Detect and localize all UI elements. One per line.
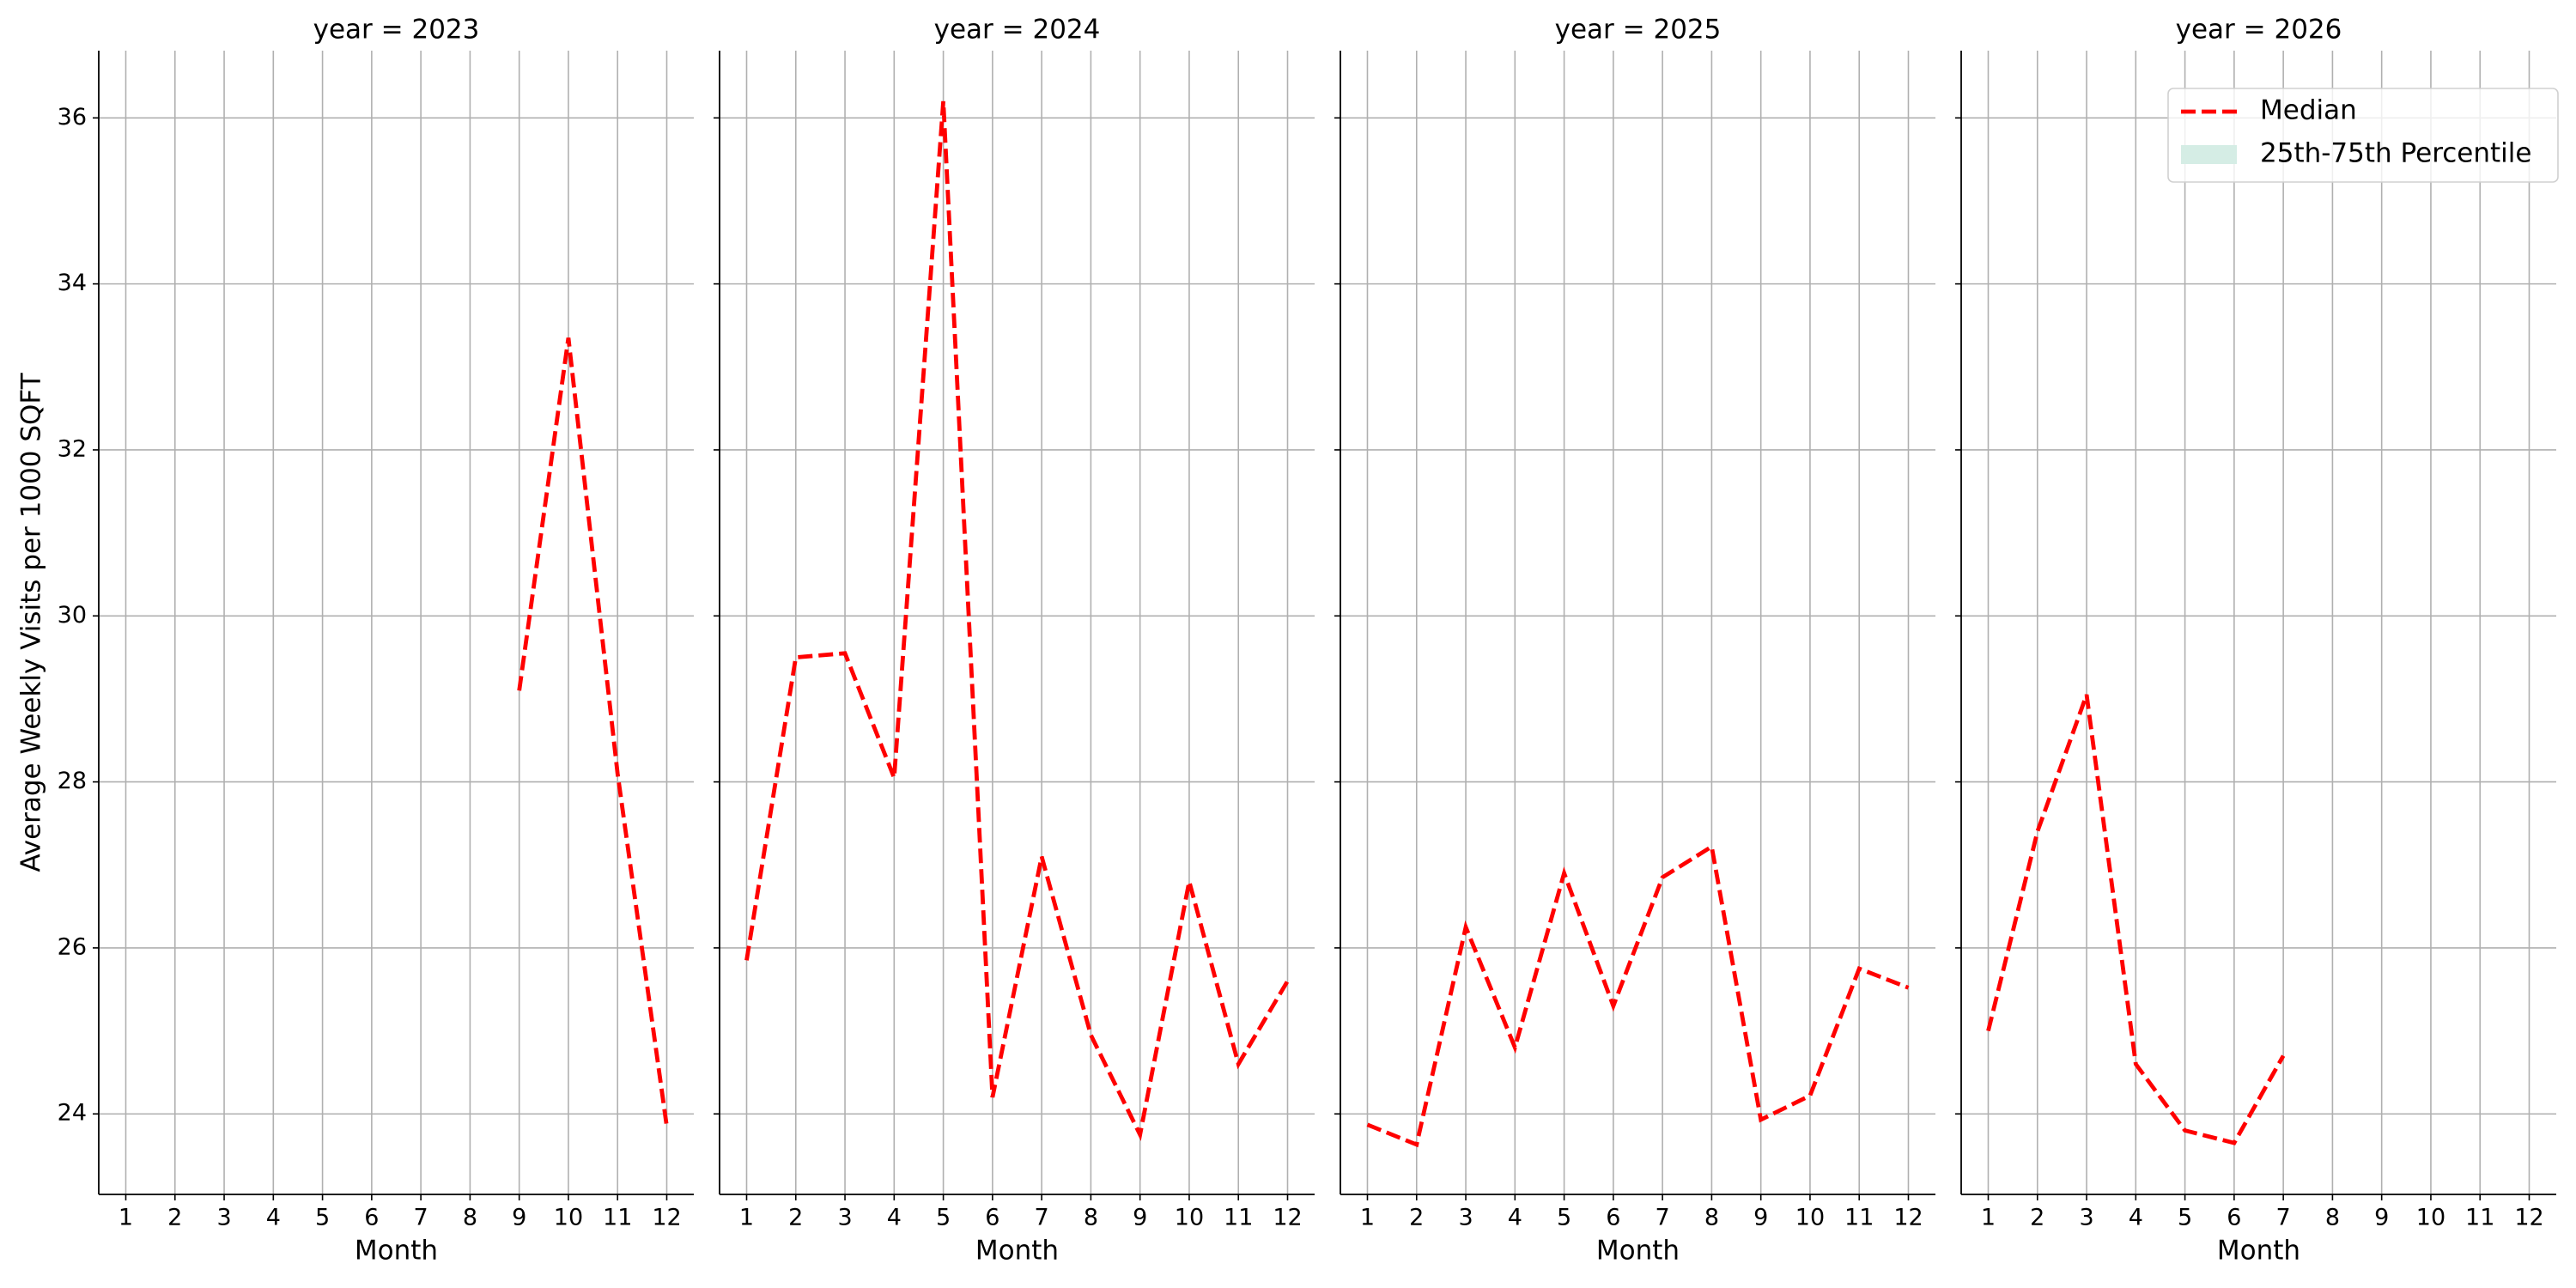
y-axis-label: Average Weekly Visits per 1000 SQFT — [16, 372, 47, 872]
panel-title: year = 2023 — [313, 15, 480, 46]
x-tick-label: 12 — [1893, 1205, 1923, 1231]
y-tick-label: 32 — [58, 435, 87, 462]
x-tick-label: 4 — [2129, 1205, 2143, 1231]
x-tick-label: 10 — [1795, 1205, 1825, 1231]
x-tick-label: 6 — [985, 1205, 999, 1231]
x-tick-label: 8 — [463, 1205, 477, 1231]
x-tick-label: 10 — [1175, 1205, 1204, 1231]
x-tick-label: 3 — [837, 1205, 852, 1231]
median-line — [1986, 694, 2286, 1145]
x-tick-label: 9 — [2374, 1205, 2389, 1231]
x-tick-label: 1 — [118, 1205, 133, 1231]
x-axis-label: Month — [975, 1236, 1059, 1267]
legend-label: Median — [2260, 95, 2357, 126]
x-tick-label: 3 — [216, 1205, 231, 1231]
x-tick-label: 11 — [1844, 1205, 1874, 1231]
legend-box — [2167, 88, 2559, 183]
x-tick-label: 1 — [739, 1205, 754, 1231]
median-line — [517, 337, 669, 1127]
panel-title: year = 2025 — [1555, 15, 1722, 46]
x-tick-label: 12 — [2514, 1205, 2543, 1231]
x-tick-label: 6 — [364, 1205, 379, 1231]
legend: Median 25th-75th Percentile — [2167, 88, 2559, 183]
y-tick-label: 24 — [58, 1100, 87, 1127]
x-tick-label: 9 — [1753, 1205, 1768, 1231]
x-tick-label: 9 — [512, 1205, 526, 1231]
x-tick-label: 8 — [2325, 1205, 2340, 1231]
x-tick-label: 10 — [554, 1205, 583, 1231]
x-tick-label: 2 — [1409, 1205, 1424, 1231]
x-tick-label: 6 — [2227, 1205, 2241, 1231]
x-tick-label: 11 — [1224, 1205, 1253, 1231]
x-tick-label: 3 — [1458, 1205, 1473, 1231]
x-tick-label: 4 — [266, 1205, 281, 1231]
panel-title: year = 2026 — [2176, 15, 2342, 46]
y-tick-label: 36 — [58, 104, 87, 131]
y-tick-label: 34 — [58, 270, 87, 296]
x-tick-label: 6 — [1606, 1205, 1620, 1231]
x-tick-label: 5 — [936, 1205, 951, 1231]
y-tick-label: 26 — [58, 933, 87, 960]
x-axis-label: Month — [1596, 1236, 1680, 1267]
x-tick-label: 7 — [414, 1205, 428, 1231]
x-axis-label: Month — [2217, 1236, 2300, 1267]
panel-title: year = 2024 — [934, 15, 1101, 46]
legend-patch — [2181, 145, 2237, 164]
x-tick-label: 11 — [603, 1205, 632, 1231]
x-tick-label: 5 — [2178, 1205, 2192, 1231]
x-tick-label: 1 — [1360, 1205, 1375, 1231]
x-tick-label: 7 — [2276, 1205, 2291, 1231]
x-tick-label: 10 — [2416, 1205, 2445, 1231]
x-tick-label: 12 — [1273, 1205, 1302, 1231]
x-tick-label: 2 — [788, 1205, 803, 1231]
x-tick-label: 1 — [1981, 1205, 1996, 1231]
median-line — [1366, 843, 1910, 1148]
median-line — [744, 100, 1290, 1141]
legend-label: 25th-75th Percentile — [2260, 138, 2531, 169]
x-tick-label: 4 — [1508, 1205, 1522, 1231]
y-tick-label: 28 — [58, 768, 87, 794]
x-tick-label: 8 — [1704, 1205, 1719, 1231]
x-tick-label: 3 — [2079, 1205, 2093, 1231]
x-tick-label: 4 — [887, 1205, 902, 1231]
x-tick-label: 9 — [1133, 1205, 1147, 1231]
x-tick-label: 7 — [1035, 1205, 1049, 1231]
x-tick-label: 5 — [1557, 1205, 1571, 1231]
x-axis-label: Month — [355, 1236, 438, 1267]
x-tick-label: 2 — [2030, 1205, 2044, 1231]
x-tick-label: 2 — [167, 1205, 182, 1231]
x-tick-label: 12 — [652, 1205, 681, 1231]
y-tick-label: 30 — [58, 602, 87, 629]
x-tick-label: 8 — [1084, 1205, 1098, 1231]
x-tick-label: 5 — [315, 1205, 330, 1231]
x-tick-label: 7 — [1656, 1205, 1670, 1231]
x-tick-label: 11 — [2465, 1205, 2494, 1231]
